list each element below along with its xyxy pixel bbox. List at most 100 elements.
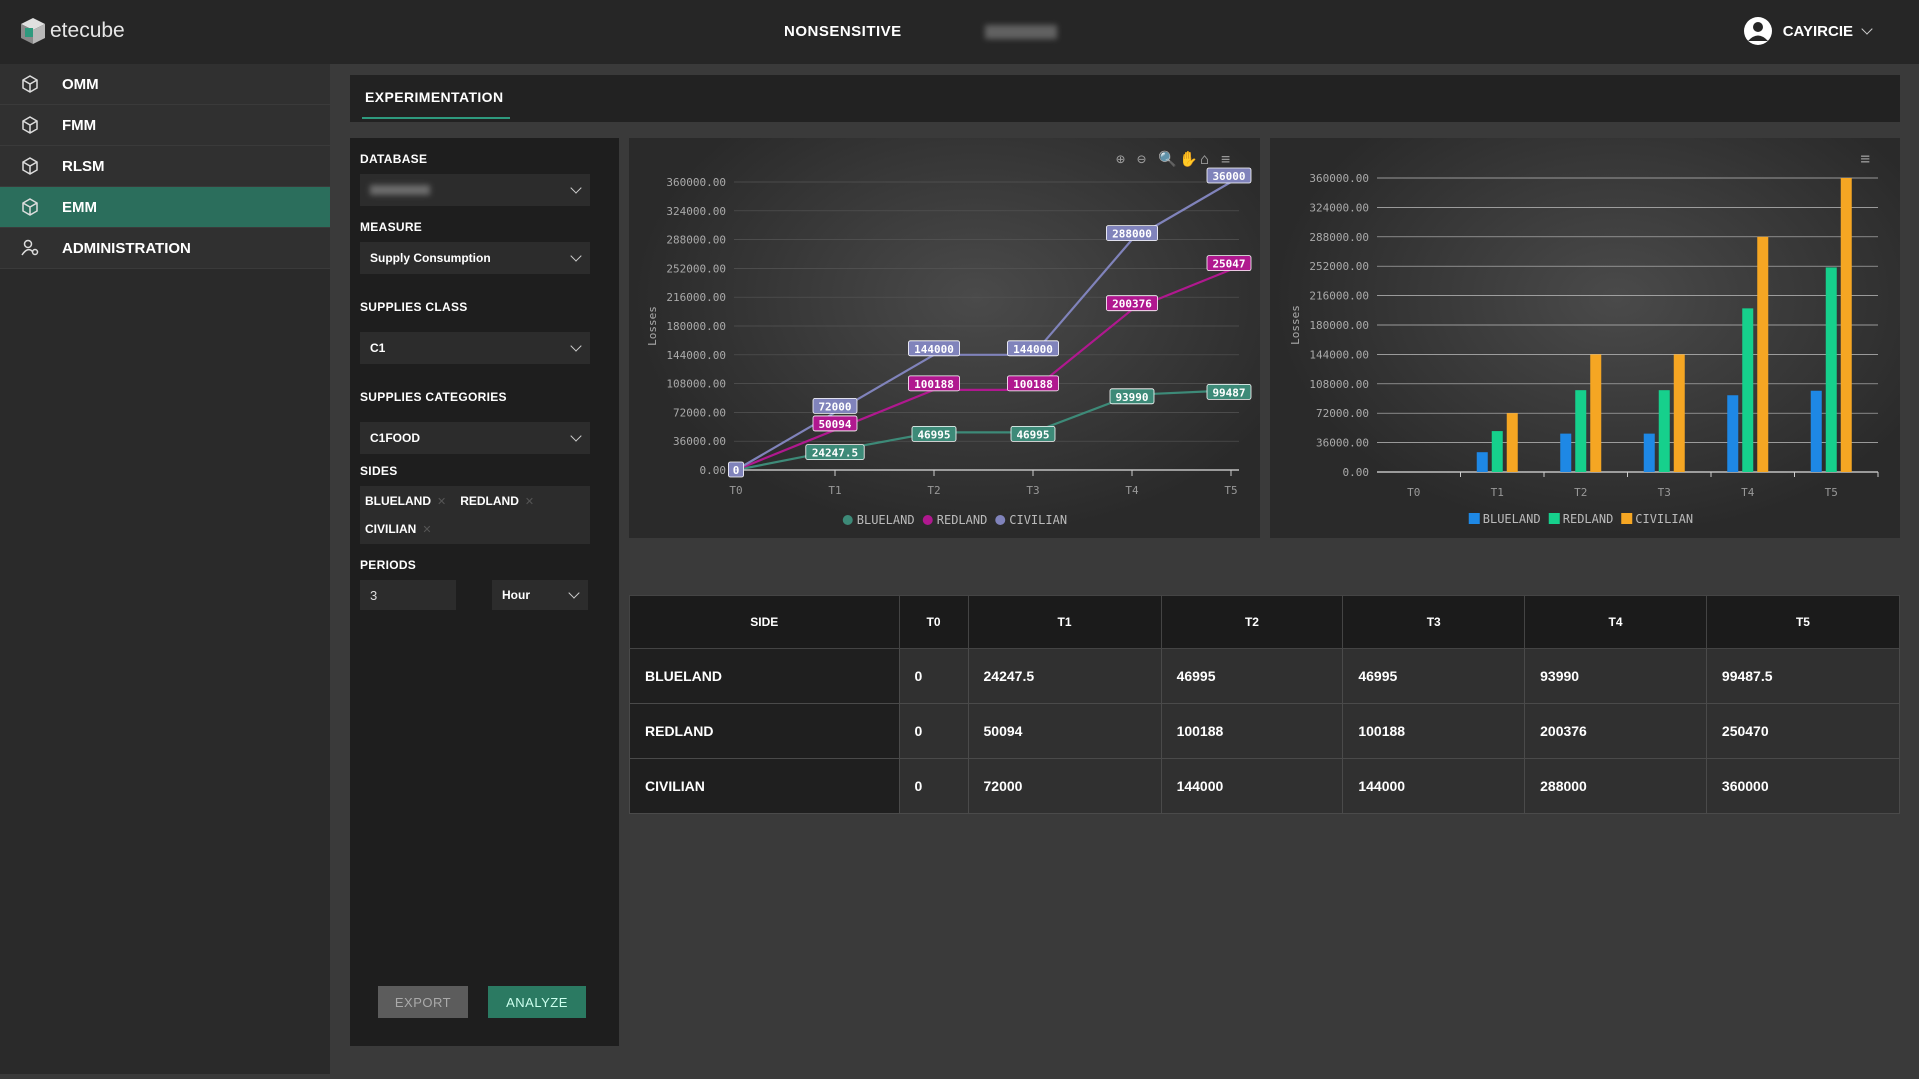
user-name: CAYIRCIE: [1782, 22, 1853, 40]
bar-blueland-t2[interactable]: [1560, 433, 1572, 472]
menu-icon[interactable]: ≡: [1221, 150, 1230, 168]
data-label-text: 72000: [818, 400, 851, 413]
data-label-box: [911, 426, 957, 442]
side-chip-redland[interactable]: REDLAND ✕: [460, 490, 534, 512]
data-label-box: [907, 340, 960, 357]
table-cell: 46995: [1342, 648, 1526, 704]
bar-civilian-t4[interactable]: [1757, 236, 1769, 472]
supplies-categories-select[interactable]: C1FOOD: [360, 422, 590, 454]
bar-redland-t5[interactable]: [1825, 267, 1837, 472]
periods-input[interactable]: 3: [360, 580, 456, 610]
chart-legend: BLUELAND REDLAND CIVILIAN: [1468, 512, 1693, 526]
table-cell: 93990: [1524, 648, 1707, 704]
legend-item-blueland[interactable]: BLUELAND: [842, 513, 915, 527]
side-chip-civilian[interactable]: CIVILIAN ✕: [365, 518, 432, 540]
legend-label: CIVILIAN: [1009, 513, 1067, 527]
sidebar-item-omm[interactable]: OMM: [0, 64, 330, 105]
y-tick-label: 144000.00: [1309, 348, 1369, 361]
bar-blueland-t5[interactable]: [1810, 390, 1822, 472]
table-cell: 288000: [1524, 758, 1707, 814]
data-label-box: [1010, 426, 1056, 442]
legend-item-civilian[interactable]: CIVILIAN: [1621, 512, 1693, 526]
table-row: BLUELAND 0 24247.5 46995 46995 93990 99487.5: [629, 648, 1901, 704]
bar-civilian-t3[interactable]: [1673, 354, 1685, 472]
column-header-t5[interactable]: T5: [1705, 595, 1901, 649]
database-select[interactable]: [360, 174, 590, 206]
data-label-box: [1105, 225, 1158, 241]
close-icon[interactable]: ✕: [422, 523, 432, 536]
user-menu[interactable]: CAYIRCIE: [1743, 16, 1873, 46]
line-axes: 0.00 36000.00 72000.00 108000.00 144000.00 18…: [646, 176, 1239, 477]
bar-civilian-t2[interactable]: [1590, 354, 1602, 472]
sidebar-item-rlsm[interactable]: RLSM: [0, 146, 330, 187]
zoom-in-icon[interactable]: ⊕: [1116, 150, 1125, 168]
y-tick-label: 0.00: [1343, 466, 1370, 479]
data-label-text: 46995: [1016, 428, 1049, 441]
menu-icon[interactable]: ≡: [1860, 149, 1870, 168]
export-button[interactable]: EXPORT: [378, 986, 468, 1018]
column-header-t4[interactable]: T4: [1524, 595, 1707, 649]
sidebar-item-label: RLSM: [62, 157, 105, 175]
sidebar-item-label: OMM: [62, 75, 99, 93]
logo[interactable]: etecube: [18, 16, 125, 46]
close-icon[interactable]: ✕: [437, 495, 447, 508]
table-row: REDLAND 0 50094 100188 100188 200376 250470: [629, 703, 1901, 759]
y-tick-label: 216000.00: [1309, 290, 1369, 303]
bar-blueland-t1[interactable]: [1476, 452, 1488, 472]
data-label: 144000: [907, 340, 960, 357]
sidebar-item-fmm[interactable]: FMM: [0, 105, 330, 146]
x-tick-label: T5: [1224, 484, 1237, 497]
bar-redland-t4[interactable]: [1742, 308, 1754, 472]
close-icon[interactable]: ✕: [524, 495, 535, 508]
zoom-out-icon[interactable]: ⊖: [1137, 150, 1146, 168]
legend-item-civilian[interactable]: CIVILIAN: [995, 513, 1067, 527]
table-cell: 0: [898, 703, 969, 759]
x-tick-label: T0: [1407, 486, 1420, 499]
line-chart[interactable]: ⊕ ⊖ 🔍 ✋ ⌂ ≡ 0.00 36000.00 72000.00 108000.00 14400…: [629, 138, 1260, 538]
bar-redland-t3[interactable]: [1658, 390, 1670, 472]
bar-blueland-t3[interactable]: [1643, 433, 1655, 472]
redacted-text: [985, 25, 1057, 39]
data-label-box: [728, 461, 745, 478]
supplies-class-select[interactable]: C1: [360, 332, 590, 364]
side-chip-blueland[interactable]: BLUELAND ✕: [365, 490, 446, 512]
measure-select[interactable]: Supply Consumption: [360, 242, 590, 274]
table-cell: 0: [898, 758, 969, 814]
y-tick-label: 288000.00: [666, 234, 726, 247]
x-tick-label: T2: [1574, 486, 1587, 499]
y-tick-label: 72000.00: [1316, 407, 1369, 420]
bar-redland-t2[interactable]: [1575, 390, 1587, 472]
legend-item-redland[interactable]: REDLAND: [922, 513, 988, 527]
chip-label: CIVILIAN: [365, 522, 417, 536]
analyze-button[interactable]: ANALYZE: [488, 986, 586, 1018]
pan-hand-icon[interactable]: ✋: [1179, 150, 1198, 168]
bar-chart[interactable]: ≡ 0.00 36000.00 72000.00 108000.00 144000.00 1…: [1270, 138, 1900, 538]
column-header-t2[interactable]: T2: [1160, 595, 1344, 649]
tab-experimentation[interactable]: EXPERIMENTATION: [365, 89, 504, 105]
table-cell: 100188: [1160, 703, 1344, 759]
column-header-side[interactable]: SIDE: [629, 595, 900, 649]
bar-redland-t1[interactable]: [1491, 431, 1503, 472]
bar-civilian-t5[interactable]: [1840, 178, 1852, 472]
data-label-text: 93990: [1115, 391, 1148, 404]
sides-multiselect[interactable]: BLUELAND ✕ REDLAND ✕ CIVILIAN ✕: [360, 486, 590, 544]
legend-marker: [995, 515, 1006, 525]
bar-civilian-t1[interactable]: [1506, 413, 1518, 472]
column-header-t0[interactable]: T0: [898, 595, 969, 649]
data-label: 144000: [1006, 340, 1059, 357]
period-unit-select[interactable]: Hour: [492, 580, 588, 610]
legend-marker: [1468, 513, 1480, 524]
supplies-class-value: C1: [370, 341, 386, 355]
column-header-t3[interactable]: T3: [1342, 595, 1526, 649]
y-tick-label: 36000.00: [1316, 437, 1369, 450]
legend-item-redland[interactable]: REDLAND: [1548, 512, 1614, 526]
search-icon[interactable]: 🔍: [1158, 149, 1177, 168]
bar-blueland-t4[interactable]: [1727, 395, 1739, 472]
x-tick-label: T4: [1125, 484, 1139, 497]
legend-item-blueland[interactable]: BLUELAND: [1468, 512, 1541, 526]
sidebar-item-administration[interactable]: ADMINISTRATION: [0, 228, 330, 269]
y-tick-label: 36000.00: [673, 435, 726, 448]
sidebar-item-emm[interactable]: EMM: [0, 187, 330, 228]
column-header-t1[interactable]: T1: [967, 595, 1162, 649]
home-icon[interactable]: ⌂: [1200, 150, 1209, 168]
